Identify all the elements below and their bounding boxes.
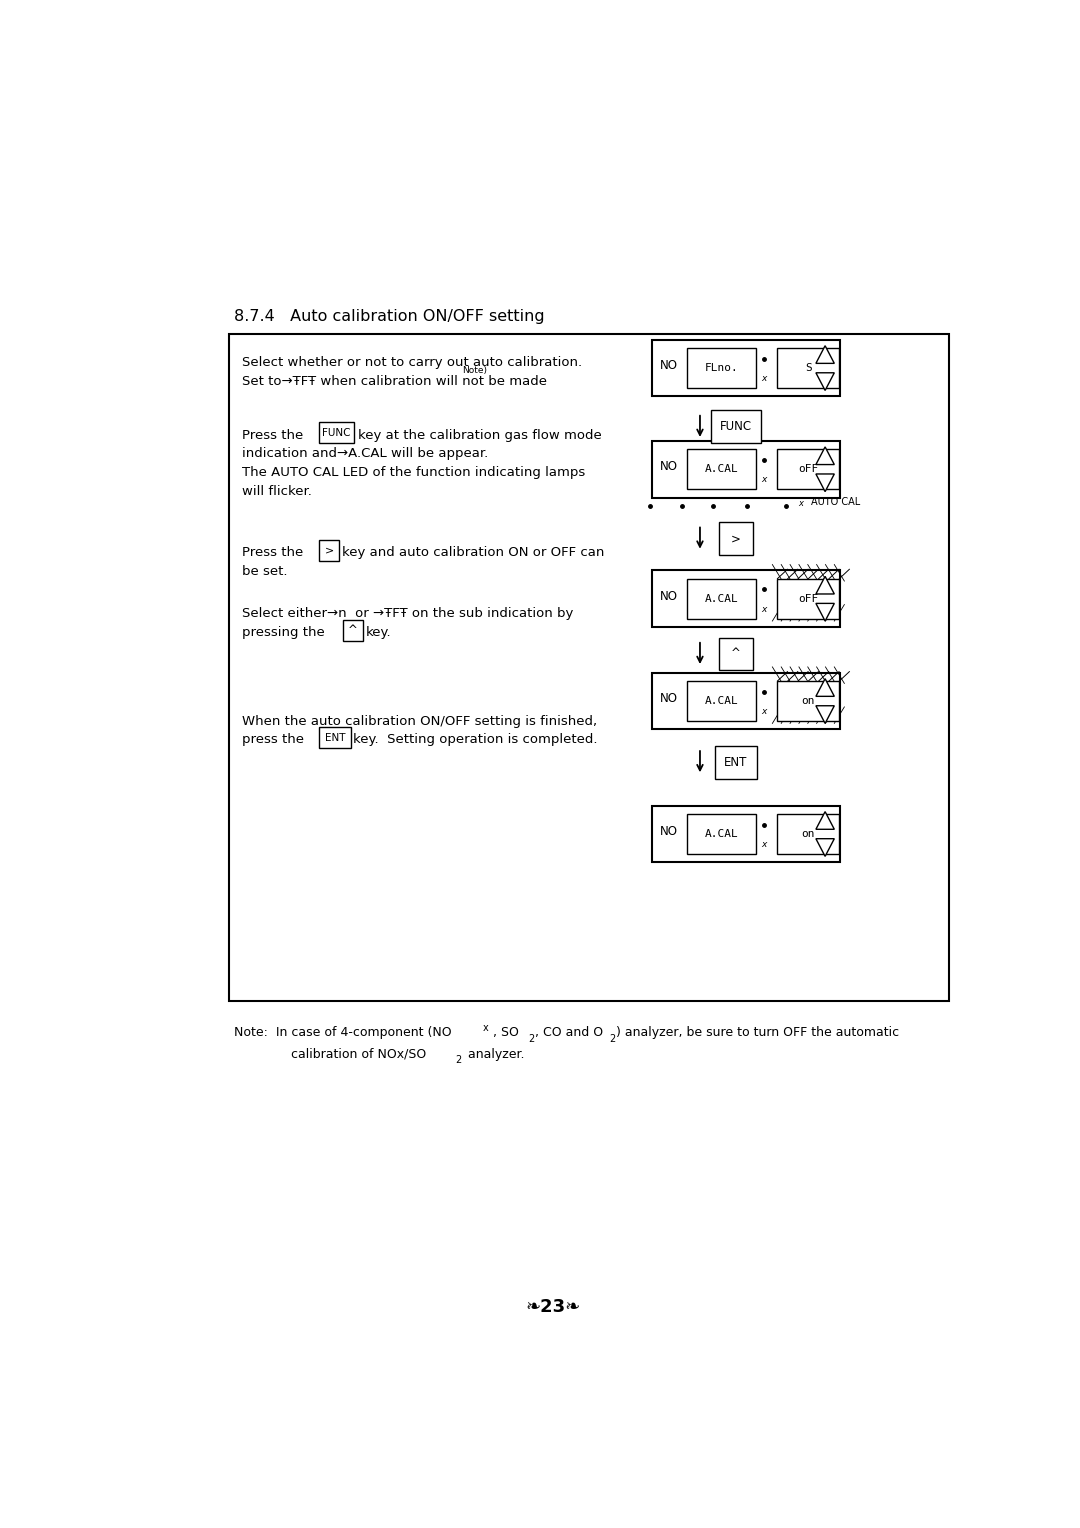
Bar xyxy=(719,637,753,671)
Text: Press the: Press the xyxy=(242,429,303,442)
Polygon shape xyxy=(815,576,835,594)
Bar xyxy=(652,442,840,498)
Text: x: x xyxy=(761,475,767,484)
Text: x: x xyxy=(761,707,767,717)
Text: Note:  In case of 4-component (NO: Note: In case of 4-component (NO xyxy=(233,1027,459,1039)
Text: NO: NO xyxy=(660,460,678,474)
Text: x: x xyxy=(798,498,802,507)
Text: Note): Note) xyxy=(462,367,487,376)
Text: 2: 2 xyxy=(528,1034,535,1044)
Text: Select either→n  or →ŦFŦ on the sub indication by: Select either→n or →ŦFŦ on the sub indic… xyxy=(242,608,573,620)
Bar xyxy=(687,449,756,489)
Polygon shape xyxy=(815,373,835,391)
Text: on: on xyxy=(801,697,815,706)
Text: A.CAL: A.CAL xyxy=(704,830,739,839)
Text: ENT: ENT xyxy=(725,756,747,769)
Text: FLno.: FLno. xyxy=(704,364,739,373)
Text: >: > xyxy=(731,532,741,545)
Bar xyxy=(778,348,839,388)
Text: 2: 2 xyxy=(609,1034,616,1044)
Bar xyxy=(715,746,757,779)
Text: , CO and O: , CO and O xyxy=(535,1027,611,1039)
Bar xyxy=(719,523,753,555)
Bar xyxy=(687,579,756,619)
Bar xyxy=(687,348,756,388)
Text: key and auto calibration ON or OFF can: key and auto calibration ON or OFF can xyxy=(341,547,604,559)
Text: ) analyzer, be sure to turn OFF the automatic: ) analyzer, be sure to turn OFF the auto… xyxy=(617,1027,900,1039)
Polygon shape xyxy=(815,446,835,465)
Text: A.CAL: A.CAL xyxy=(704,465,739,474)
Bar xyxy=(652,672,840,729)
Text: A.CAL: A.CAL xyxy=(704,594,739,604)
Text: on: on xyxy=(801,830,815,839)
Polygon shape xyxy=(815,678,835,697)
Text: key.  Setting operation is completed.: key. Setting operation is completed. xyxy=(353,733,598,746)
Text: calibration of NOx/SO: calibration of NOx/SO xyxy=(291,1048,434,1060)
Text: x: x xyxy=(483,1024,489,1033)
Text: oFF: oFF xyxy=(798,465,819,474)
Text: be set.: be set. xyxy=(242,565,287,578)
Text: NO: NO xyxy=(660,825,678,839)
Text: FUNC: FUNC xyxy=(720,420,752,434)
Polygon shape xyxy=(815,839,835,856)
Text: oFF: oFF xyxy=(798,594,819,604)
Polygon shape xyxy=(815,811,835,830)
Bar xyxy=(320,539,339,561)
Bar xyxy=(687,681,756,721)
Text: A.CAL: A.CAL xyxy=(704,697,739,706)
Text: ENT: ENT xyxy=(325,732,346,743)
Bar xyxy=(778,681,839,721)
Text: NO: NO xyxy=(660,359,678,373)
Bar xyxy=(711,411,761,443)
Text: AUTO CAL: AUTO CAL xyxy=(811,497,861,507)
Text: The AUTO CAL LED of the function indicating lamps: The AUTO CAL LED of the function indicat… xyxy=(242,466,585,480)
Text: 8.7.4   Auto calibration ON/OFF setting: 8.7.4 Auto calibration ON/OFF setting xyxy=(233,309,544,324)
Text: , SO: , SO xyxy=(494,1027,519,1039)
Bar xyxy=(229,335,948,1001)
Text: When the auto calibration ON/OFF setting is finished,: When the auto calibration ON/OFF setting… xyxy=(242,715,597,727)
Text: x: x xyxy=(761,605,767,614)
Text: ^: ^ xyxy=(731,648,741,660)
Bar xyxy=(320,422,354,443)
Text: indication and→A.CAL will be appear.: indication and→A.CAL will be appear. xyxy=(242,448,488,460)
Bar xyxy=(652,570,840,626)
Polygon shape xyxy=(815,604,835,620)
Text: pressing the: pressing the xyxy=(242,626,325,639)
Text: x: x xyxy=(761,374,767,384)
Polygon shape xyxy=(815,706,835,723)
Text: >: > xyxy=(325,545,334,556)
Text: analyzer.: analyzer. xyxy=(464,1048,525,1060)
Text: S: S xyxy=(805,364,812,373)
Bar xyxy=(342,620,363,642)
Text: Press the: Press the xyxy=(242,547,303,559)
Bar xyxy=(778,579,839,619)
Text: key.: key. xyxy=(366,626,392,639)
Text: will flicker.: will flicker. xyxy=(242,484,312,498)
Bar xyxy=(652,805,840,862)
Text: FUNC: FUNC xyxy=(323,428,351,439)
Text: NO: NO xyxy=(660,692,678,706)
Text: key at the calibration gas flow mode: key at the calibration gas flow mode xyxy=(357,429,602,442)
Polygon shape xyxy=(815,474,835,492)
Text: press the: press the xyxy=(242,733,305,746)
Bar xyxy=(778,449,839,489)
Bar xyxy=(652,339,840,396)
Text: NO: NO xyxy=(660,590,678,604)
Bar xyxy=(320,727,351,749)
Text: ❧23❧: ❧23❧ xyxy=(526,1297,581,1316)
Text: x: x xyxy=(761,840,767,850)
Text: Select whether or not to carry out auto calibration.: Select whether or not to carry out auto … xyxy=(242,356,582,368)
Text: 2: 2 xyxy=(456,1054,462,1065)
Polygon shape xyxy=(815,345,835,364)
Text: Set to→ŦFŦ when calibration will not be made: Set to→ŦFŦ when calibration will not be … xyxy=(242,374,548,388)
Bar xyxy=(778,814,839,854)
Bar xyxy=(687,814,756,854)
Text: ^: ^ xyxy=(348,623,357,637)
